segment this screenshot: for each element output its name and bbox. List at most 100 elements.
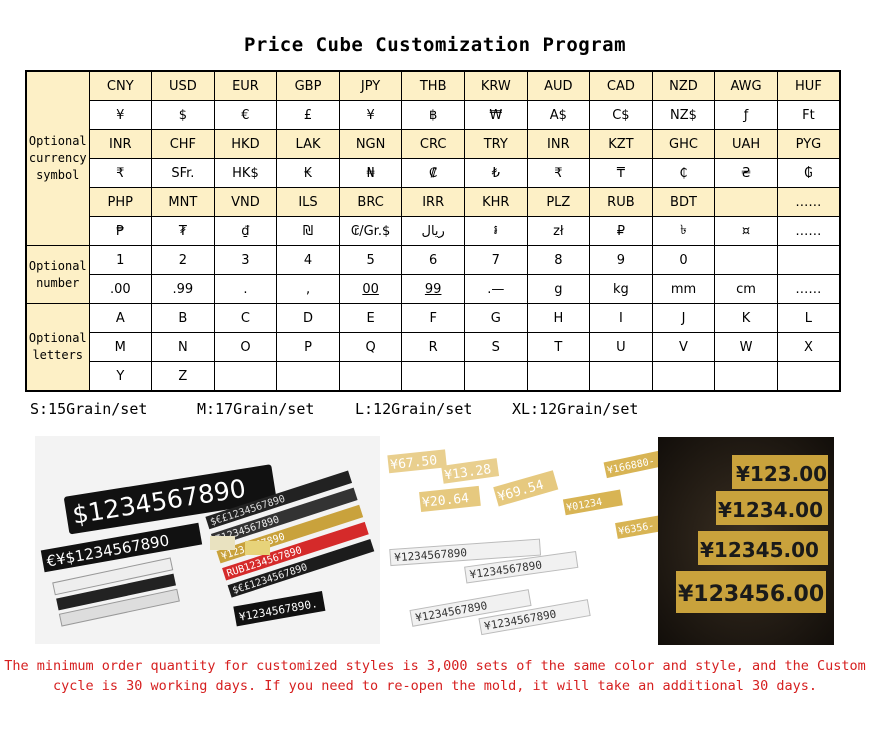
table-cell: ₹ xyxy=(526,158,591,188)
table-cell: g xyxy=(526,274,591,304)
table-cell xyxy=(776,361,841,392)
table-cell: £ xyxy=(276,100,340,130)
table-cell: ৳ xyxy=(651,216,716,246)
table-row: INR CHF HKD LAK NGN CRC TRY INR KZT GHC UAH PYG xyxy=(26,129,841,159)
table-cell: ₫ xyxy=(213,216,278,246)
table-cell: INR xyxy=(526,129,591,159)
gold-cube-1-label: ¥67.50 xyxy=(390,453,438,473)
table-cell: U xyxy=(589,332,653,362)
table-cell: ₽ xyxy=(589,216,653,246)
gold-sign-1-label: ¥123.00 xyxy=(736,462,827,486)
product-photo-gold-signs: ¥123.00 ¥1234.00 ¥12345.00 ¥123456.00 xyxy=(658,437,834,645)
table-cell: ¤ xyxy=(714,216,778,246)
table-cell: S xyxy=(463,332,528,362)
table-cell: CNY xyxy=(88,70,153,101)
table-cell: …… xyxy=(776,274,841,304)
size-xl: XL:12Grain/set xyxy=(512,400,639,418)
size-s: S:15Grain/set xyxy=(30,400,148,418)
table-cell: 6 xyxy=(401,245,465,275)
table-cell: GBP xyxy=(276,70,340,101)
table-cell: 8 xyxy=(526,245,591,275)
table-cell: CRC xyxy=(401,129,465,159)
table-cell: 5 xyxy=(338,245,403,275)
table-cell: ₩ xyxy=(463,100,528,130)
table-cell: H xyxy=(526,303,591,333)
table-cell: ریال xyxy=(401,216,465,246)
table-cell: PHP xyxy=(88,187,153,217)
table-cell: Z xyxy=(151,361,215,392)
black-bar-medium xyxy=(40,522,203,573)
table-cell: THB xyxy=(401,70,465,101)
table-cell: ƒ xyxy=(714,100,778,130)
gold-sign-3 xyxy=(698,531,828,565)
table-cell: KHR xyxy=(463,187,528,217)
table-cell: O xyxy=(213,332,278,362)
table-cell: GHC xyxy=(651,129,716,159)
table-cell: ₴ xyxy=(714,158,778,188)
table-cell: ₸ xyxy=(589,158,653,188)
table-cell: .99 xyxy=(151,274,215,304)
table-cell xyxy=(401,361,465,392)
table-cell: B xyxy=(151,303,215,333)
table-cell: cm xyxy=(714,274,778,304)
table-cell: AUD xyxy=(526,70,591,101)
gold-sign-4 xyxy=(676,571,826,613)
table-cell: LAK xyxy=(276,129,340,159)
table-cell: MNT xyxy=(151,187,215,217)
table-cell xyxy=(276,361,340,392)
table-cell: NZ$ xyxy=(651,100,716,130)
table-cell: 00 xyxy=(338,274,403,304)
table-cell: ៛ xyxy=(463,216,528,246)
silver-strip-1-label: ¥1234567890 xyxy=(394,546,468,564)
black-bar-large xyxy=(64,464,277,535)
size-l: L:12Grain/set xyxy=(355,400,473,418)
table-cell: CAD xyxy=(589,70,653,101)
table-cell: .— xyxy=(463,274,528,304)
table-cell: ₪ xyxy=(276,216,340,246)
table-cell: T xyxy=(526,332,591,362)
table-cell: R xyxy=(401,332,465,362)
product-photo-gold-strips: ¥166880- ¥01234 ¥6356- xyxy=(560,448,670,540)
table-row: ¥ $ € £ ¥ ฿ ₩ A$ C$ NZ$ ƒ Ft xyxy=(26,100,841,130)
gold-cube-2-label: ¥13.28 xyxy=(444,462,493,483)
table-cell: E xyxy=(338,303,403,333)
table-cell xyxy=(338,361,403,392)
table-cell: Y xyxy=(88,361,153,392)
table-cell xyxy=(776,245,841,275)
table-cell: IRR xyxy=(401,187,465,217)
table-cell xyxy=(714,187,778,217)
bar-5 xyxy=(227,538,375,598)
table-cell: G xyxy=(463,303,528,333)
table-cell: D xyxy=(276,303,340,333)
table-cell: ₡ xyxy=(401,158,465,188)
table-cell: ₮ xyxy=(151,216,215,246)
table-cell: JPY xyxy=(338,70,403,101)
table-cell: 9 xyxy=(589,245,653,275)
table-cell xyxy=(463,361,528,392)
table-cell: …… xyxy=(776,216,841,246)
table-cell: L xyxy=(776,303,841,333)
table-row: Optional letters A B C D E F G H I J K L xyxy=(25,303,841,392)
table-cell: TRY xyxy=(463,129,528,159)
table-cell: KZT xyxy=(589,129,653,159)
table-cell: F xyxy=(401,303,465,333)
table-cell: ₹ xyxy=(88,158,153,188)
table-cell: RUB xyxy=(589,187,653,217)
table-cell: ₲ xyxy=(776,158,841,188)
product-photo-black-cubes: $1234567890 $€£1234567890 ₹1234567890 ¥1… xyxy=(35,436,380,644)
table-cell: € xyxy=(213,100,278,130)
table-cell: KRW xyxy=(463,70,528,101)
table-row: ₱ ₮ ₫ ₪ ₢/Gr.$ ریال ៛ zł ₽ ৳ ¤…… xyxy=(26,216,841,246)
table-cell: ₦ xyxy=(338,158,403,188)
table-cell: HK$ xyxy=(213,158,278,188)
table-cell: HKD xyxy=(213,129,278,159)
table-cell: mm xyxy=(651,274,716,304)
table-cell: ILS xyxy=(276,187,340,217)
table-cell: V xyxy=(651,332,716,362)
table-cell: N xyxy=(151,332,215,362)
gold-sign-2 xyxy=(716,491,828,525)
table-cell xyxy=(714,361,778,392)
table-row: Optional number 1 2 3 4 5 6 7 8 9 0 xyxy=(25,245,841,304)
table-cell: HUF xyxy=(776,70,841,101)
